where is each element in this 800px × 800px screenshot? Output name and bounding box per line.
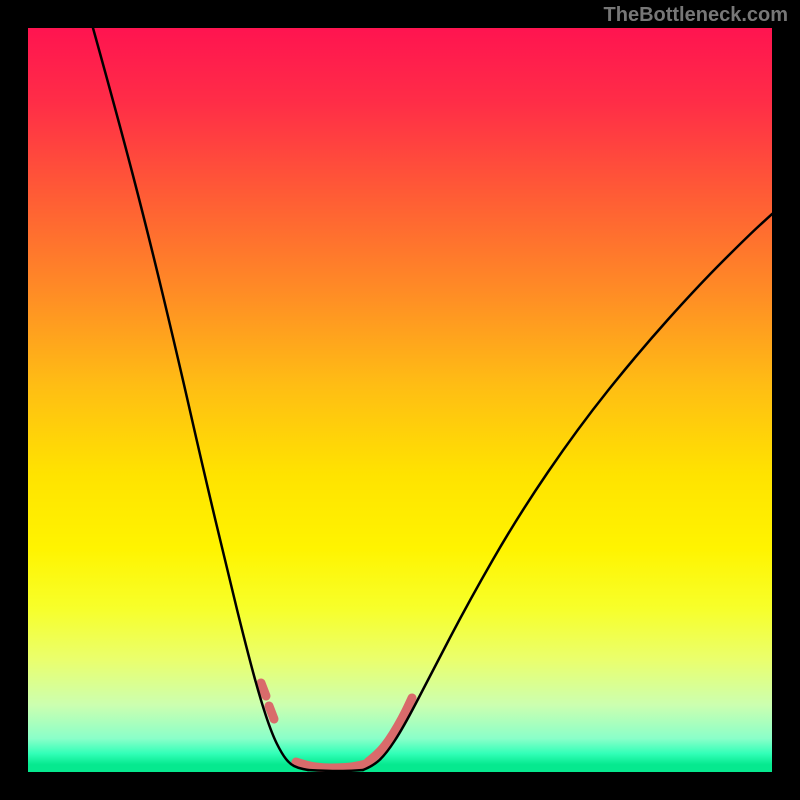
curve-layer xyxy=(28,28,772,772)
curve-left-descending xyxy=(93,28,308,770)
plot-area xyxy=(28,28,772,772)
curve-valley-floor xyxy=(308,770,363,771)
marker-left-upper-dot xyxy=(261,683,266,696)
marker-floor-band xyxy=(296,762,366,768)
marker-left-lower-dot xyxy=(269,706,274,719)
curve-group xyxy=(93,28,772,771)
curve-right-ascending xyxy=(363,214,772,770)
marker-right-rise xyxy=(368,698,412,762)
watermark-text: TheBottleneck.com xyxy=(604,4,788,27)
